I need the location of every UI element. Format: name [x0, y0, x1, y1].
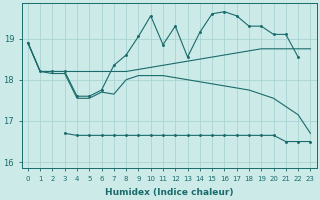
X-axis label: Humidex (Indice chaleur): Humidex (Indice chaleur) [105, 188, 233, 197]
